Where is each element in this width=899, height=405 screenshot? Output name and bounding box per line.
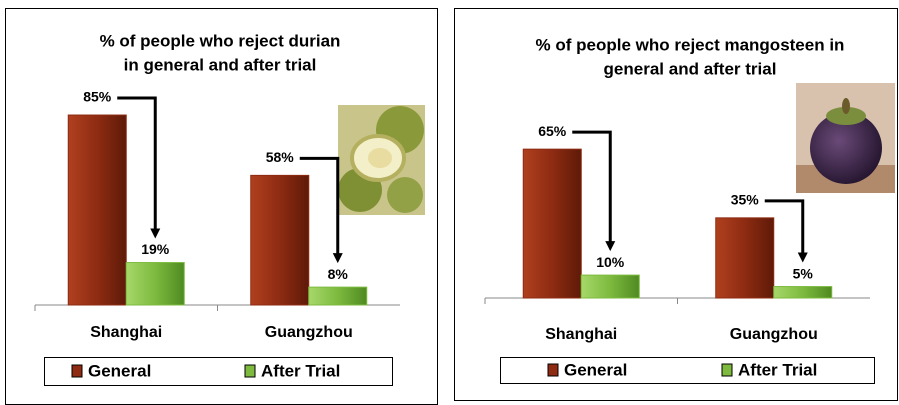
- value-label: 19%: [141, 241, 170, 257]
- bar: [251, 175, 309, 305]
- bar: [309, 287, 367, 305]
- x-tick-label: Guangzhou: [265, 324, 353, 341]
- chart-title: general and after trial: [604, 59, 777, 78]
- legend-label: After Trial: [738, 360, 817, 379]
- value-label: 10%: [596, 254, 625, 270]
- chart-title: % of people who reject durian: [100, 31, 341, 50]
- bar: [523, 149, 581, 298]
- legend-swatch: [72, 365, 82, 377]
- legend-label: After Trial: [261, 361, 340, 380]
- chart-title: in general and after trial: [124, 55, 317, 74]
- bar: [774, 287, 832, 298]
- legend-label: General: [88, 361, 151, 380]
- x-tick-label: Shanghai: [90, 324, 162, 341]
- mangosteen-photo: [796, 83, 895, 193]
- legend-label: General: [564, 360, 627, 379]
- value-label: 5%: [793, 265, 814, 281]
- value-label: 85%: [83, 89, 112, 105]
- page: % of people who reject durian in general …: [0, 0, 899, 405]
- value-label: 8%: [328, 266, 349, 282]
- bar: [716, 218, 774, 298]
- legend-swatch: [722, 364, 732, 376]
- bar: [68, 115, 126, 305]
- value-label: 58%: [266, 149, 295, 165]
- x-tick-label: Guangzhou: [730, 326, 818, 343]
- value-label: 65%: [538, 123, 567, 139]
- x-tick-label: Shanghai: [545, 326, 617, 343]
- legend-swatch: [548, 364, 558, 376]
- durian-photo: [338, 105, 425, 215]
- bar: [126, 263, 184, 305]
- chart-title: % of people who reject mangosteen in: [536, 35, 845, 54]
- value-label: 35%: [731, 192, 760, 208]
- legend-swatch: [245, 365, 255, 377]
- bar: [581, 275, 639, 298]
